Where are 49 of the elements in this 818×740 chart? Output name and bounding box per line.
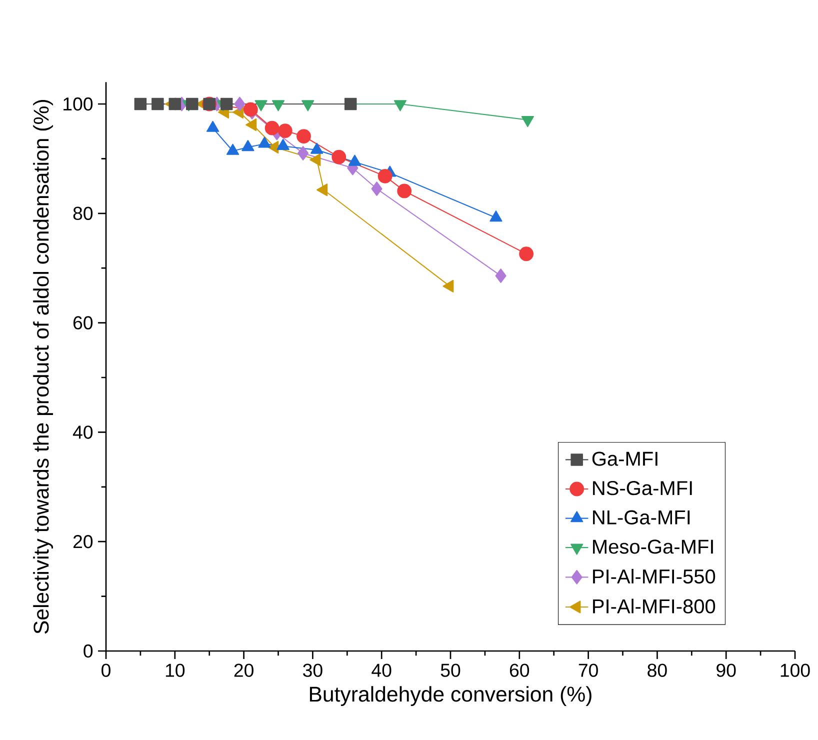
point (442, 280, 454, 292)
x-tick-label: 70 (578, 664, 598, 677)
point (344, 98, 357, 110)
point (234, 96, 246, 112)
y-tick-label: 40 (72, 426, 93, 439)
legend-label: Meso-Ga-MFI (593, 540, 713, 554)
point (186, 98, 198, 110)
point (332, 150, 346, 164)
legend-label: Ga-MFI (592, 452, 658, 466)
y-tick-label: 100 (64, 97, 93, 111)
point (296, 129, 311, 144)
point (243, 102, 258, 117)
y-tick-label: 0 (84, 644, 93, 658)
point (316, 184, 328, 196)
x-tick-label: 0 (102, 664, 110, 677)
point (310, 153, 321, 166)
point (220, 98, 233, 110)
legend-label: PI-Al-MFI-550 (593, 568, 716, 584)
legend-label: NS-Ga-MFI (593, 481, 692, 496)
point (264, 120, 280, 136)
y-axis-title: Selectivity towards the product of aldol condensation (%) (33, 100, 53, 634)
point (246, 118, 257, 132)
x-tick-label: 10 (166, 664, 185, 677)
x-tick-label: 30 (303, 664, 322, 677)
x-tick-label: 80 (648, 664, 667, 677)
x-tick-label: 90 (716, 664, 736, 677)
legend-label: PI-Al-MFI-800 (593, 598, 716, 614)
x-tick-label: 100 (780, 664, 810, 677)
x-tick-label: 50 (440, 664, 460, 677)
y-tick-label: 60 (73, 316, 93, 330)
x-tick-label: 20 (234, 664, 254, 677)
point (495, 268, 506, 283)
y-tick-label: 20 (73, 534, 93, 548)
x-axis-title: Butyraldehyde conversion (%) (310, 686, 592, 706)
point (397, 184, 412, 198)
x-tick-label: 60 (510, 664, 530, 677)
point (168, 98, 182, 110)
point (378, 169, 392, 184)
x-tick-label: 40 (372, 664, 392, 677)
point (371, 182, 382, 196)
point (242, 140, 254, 152)
point (278, 124, 292, 138)
point (490, 210, 502, 222)
y-tick-label: 80 (73, 206, 93, 220)
point (298, 146, 309, 160)
point (134, 98, 147, 110)
point (519, 246, 534, 262)
point (152, 98, 164, 110)
legend-label: NL-Ga-MFI (593, 510, 690, 524)
